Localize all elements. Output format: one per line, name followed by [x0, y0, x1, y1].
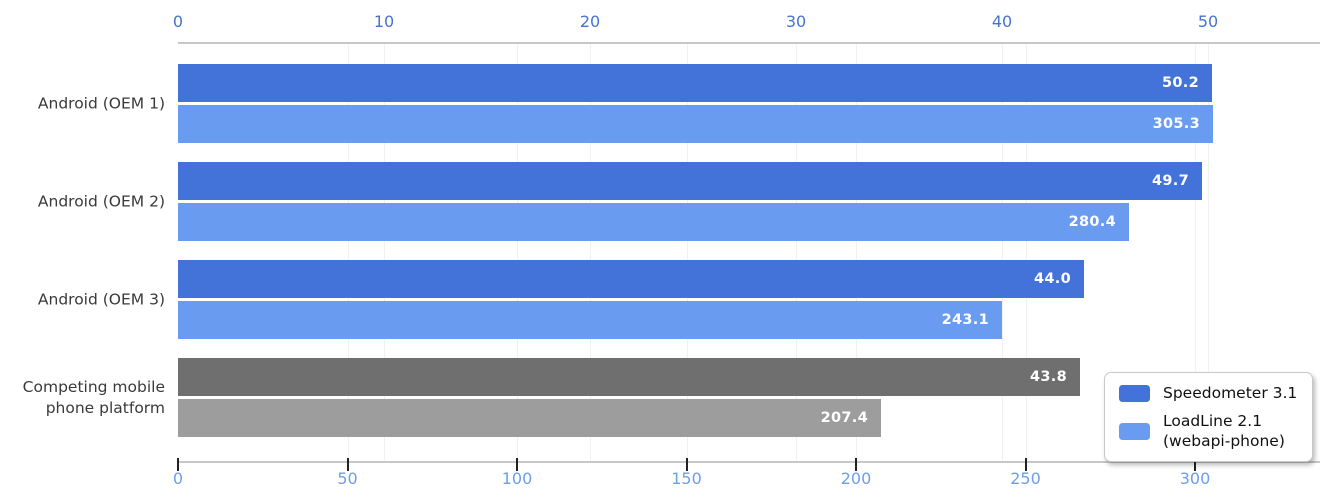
gridline	[1025, 44, 1027, 461]
gridline	[590, 44, 591, 461]
bar-segment: 50.2	[178, 64, 1212, 102]
top-axis-tick-label: 40	[991, 12, 1013, 31]
bottom-axis-tick-mark	[346, 458, 349, 471]
gridline	[796, 44, 797, 461]
bar-segment: 280.4	[178, 203, 1129, 241]
bar-value-label: 49.7	[1152, 173, 1189, 189]
legend-label: Speedometer 3.1	[1163, 384, 1298, 402]
bar-segment: 44.0	[178, 260, 1084, 298]
bottom-axis-tick-mark	[855, 458, 857, 471]
gridline	[1195, 44, 1196, 461]
bottom-axis-tick-mark	[1194, 458, 1196, 471]
bottom-axis-tick-label: 200	[840, 469, 872, 488]
bar-segment: 305.3	[178, 105, 1213, 143]
top-axis-tick-label: 10	[373, 12, 395, 31]
gridline	[517, 44, 518, 461]
bar-value-label: 207.4	[820, 410, 868, 426]
bottom-axis-line	[178, 461, 1320, 463]
bottom-axis-tick-label: 0	[172, 469, 184, 488]
bar-value-label: 243.1	[941, 312, 989, 328]
gridline	[1002, 44, 1003, 461]
bottom-axis-tick-mark	[685, 458, 688, 471]
bar-value-label: 305.3	[1152, 116, 1200, 132]
top-axis-line	[178, 42, 1320, 44]
bar-segment: 207.4	[178, 399, 881, 437]
legend-label: LoadLine 2.1 (webapi-phone)	[1163, 412, 1285, 450]
bottom-axis-tick-label: 150	[671, 469, 702, 488]
gridline	[384, 44, 385, 461]
top-axis-tick-label: 20	[579, 12, 601, 31]
bottom-axis-tick-mark	[516, 458, 518, 471]
bar-segment: 49.7	[178, 162, 1202, 200]
gridline	[1208, 44, 1209, 461]
bottom-axis-tick-label: 100	[501, 469, 533, 488]
bottom-axis-tick-label: 50	[337, 469, 358, 488]
category-label: Android (OEM 3)	[37, 290, 165, 308]
category-label: Android (OEM 2)	[37, 192, 165, 210]
legend-swatch-speedometer	[1119, 384, 1150, 402]
category-label: Competing mobile phone platform	[22, 377, 165, 417]
bottom-axis-tick-label: 300	[1179, 469, 1211, 488]
gridline	[347, 44, 349, 461]
bar-segment: 243.1	[178, 301, 1002, 339]
category-label: Android (OEM 1)	[37, 94, 165, 112]
top-axis-tick-label: 30	[785, 12, 807, 31]
bottom-axis-tick-mark	[177, 458, 179, 471]
legend: Speedometer 3.1 LoadLine 2.1 (webapi-pho…	[1104, 372, 1314, 462]
top-axis-tick-label: 0	[172, 12, 184, 31]
bar-value-label: 43.8	[1030, 369, 1067, 385]
bar-value-label: 44.0	[1034, 271, 1071, 287]
legend-swatch-loadline	[1119, 422, 1150, 440]
bar-segment: 43.8	[178, 358, 1080, 396]
legend-entry-speedometer: Speedometer 3.1	[1119, 383, 1297, 403]
bottom-axis-tick-label: 250	[1010, 469, 1041, 488]
bar-value-label: 50.2	[1162, 75, 1199, 91]
legend-entry-loadline: LoadLine 2.1 (webapi-phone)	[1119, 411, 1297, 451]
bar-value-label: 280.4	[1068, 214, 1116, 230]
bottom-axis-tick-mark	[1024, 458, 1027, 471]
top-axis-tick-label: 50	[1197, 12, 1219, 31]
gridline	[686, 44, 688, 461]
gridline	[856, 44, 857, 461]
